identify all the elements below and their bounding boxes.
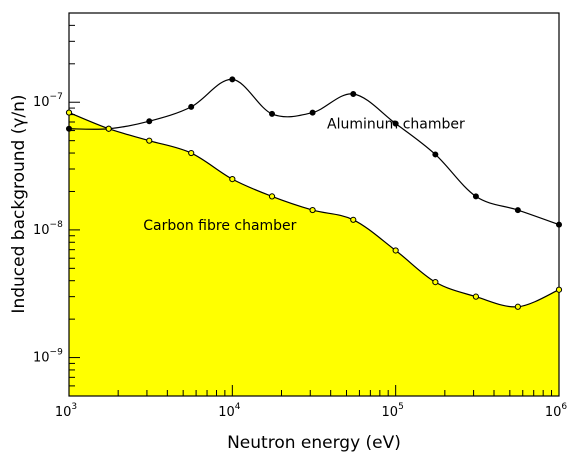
carbon-fibre-chamber-point-9 xyxy=(432,279,439,286)
carbon-fibre-chamber-point-8 xyxy=(392,247,399,254)
carbon-fibre-chamber-point-4 xyxy=(229,176,236,183)
annotation-0: Aluminum chamber xyxy=(327,117,465,133)
annotation-1: Carbon fibre chamber xyxy=(143,218,296,234)
series-layer xyxy=(65,76,563,310)
aluminum-chamber-point-0 xyxy=(66,125,72,132)
aluminum-chamber-point-7 xyxy=(350,91,357,98)
aluminum-chamber-point-3 xyxy=(188,103,195,110)
y-tick-label-0: 10−9 xyxy=(33,348,63,366)
x-tick-label-1: 104 xyxy=(218,402,241,420)
carbon-fibre-chamber-point-1 xyxy=(105,125,112,132)
aluminum-chamber-point-5 xyxy=(269,110,276,117)
carbon-fibre-chamber-point-12 xyxy=(555,286,563,293)
carbon-fibre-chamber-point-2 xyxy=(146,137,153,144)
aluminum-chamber-point-6 xyxy=(309,109,316,116)
carbon-fibre-chamber-area xyxy=(69,112,559,396)
carbon-fibre-chamber-point-3 xyxy=(188,149,195,157)
aluminum-chamber-point-2 xyxy=(146,118,153,125)
y-axis-label: Induced background (γ/n) xyxy=(9,94,29,313)
carbon-fibre-chamber-point-11 xyxy=(514,303,521,310)
carbon-fibre-chamber-point-7 xyxy=(350,216,357,223)
carbon-fibre-chamber-point-10 xyxy=(472,293,480,300)
aluminum-chamber-point-8 xyxy=(392,120,399,127)
x-tick-label-0: 103 xyxy=(55,402,77,420)
aluminum-chamber-point-11 xyxy=(514,207,521,214)
aluminum-chamber-point-9 xyxy=(432,151,439,158)
ticks-layer: 103 104 105 106 10−9 10−8 10−7 xyxy=(33,12,568,420)
annotation-layer: Aluminum chamber Carbon fibre chamber xyxy=(143,117,465,234)
y-tick-label-1: 10−8 xyxy=(33,220,63,238)
aluminum-chamber-point-4 xyxy=(229,76,236,83)
x-axis-label: Neutron energy (eV) xyxy=(227,433,401,453)
carbon-fibre-chamber-point-0 xyxy=(65,109,73,116)
carbon-fibre-chamber-point-6 xyxy=(309,206,316,214)
fill-layer xyxy=(69,112,559,396)
x-tick-label-3: 106 xyxy=(545,402,568,420)
y-tick-label-2: 10−7 xyxy=(33,92,63,110)
aluminum-chamber-point-12 xyxy=(556,221,562,228)
plot-frame xyxy=(68,12,560,397)
carbon-fibre-chamber-point-5 xyxy=(268,193,276,200)
aluminum-chamber-point-10 xyxy=(472,193,479,200)
x-tick-label-2: 105 xyxy=(382,402,404,420)
